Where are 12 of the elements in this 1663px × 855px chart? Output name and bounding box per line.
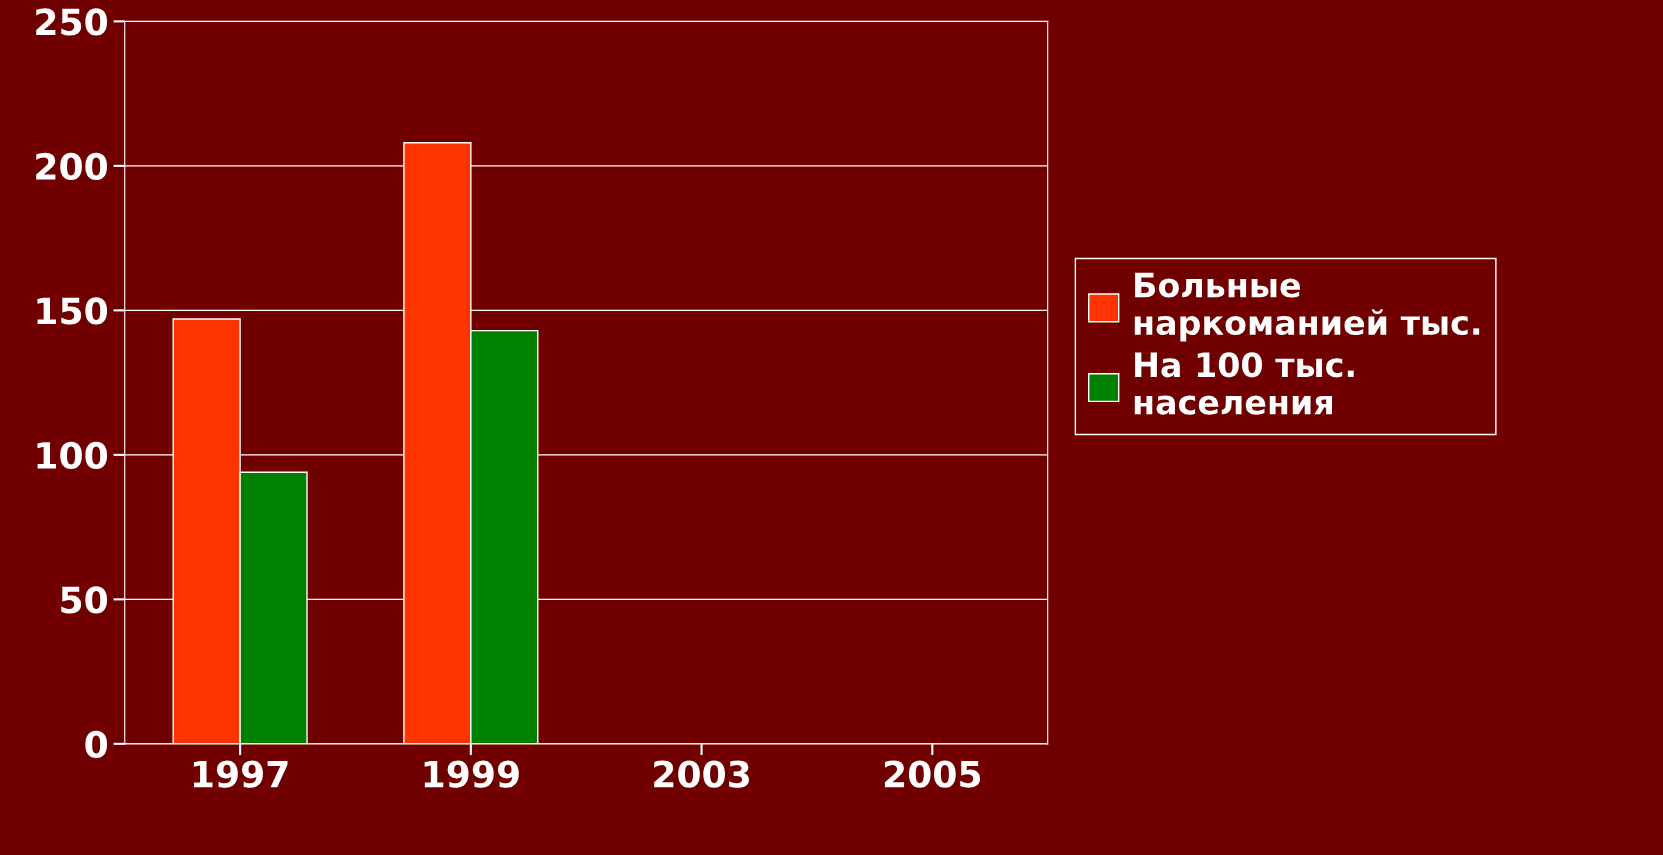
y-tick-label: 150 (37, 297, 108, 325)
y-tick-label: 50 (61, 586, 108, 614)
y-tick-label: 0 (85, 730, 108, 759)
x-tick-label: 2005 (884, 760, 981, 788)
legend-label: Больные наркоманией тыс. (1134, 272, 1480, 342)
y-tick-label: 250 (36, 8, 108, 36)
x-tick-label: 1997 (193, 760, 288, 788)
y-tick-label: 200 (36, 152, 108, 181)
legend-label: На 100 тыс. населения (1134, 352, 1354, 415)
x-tick-label: 2003 (654, 760, 749, 788)
y-tick-label: 100 (37, 441, 108, 470)
x-tick-label: 1999 (424, 760, 519, 788)
